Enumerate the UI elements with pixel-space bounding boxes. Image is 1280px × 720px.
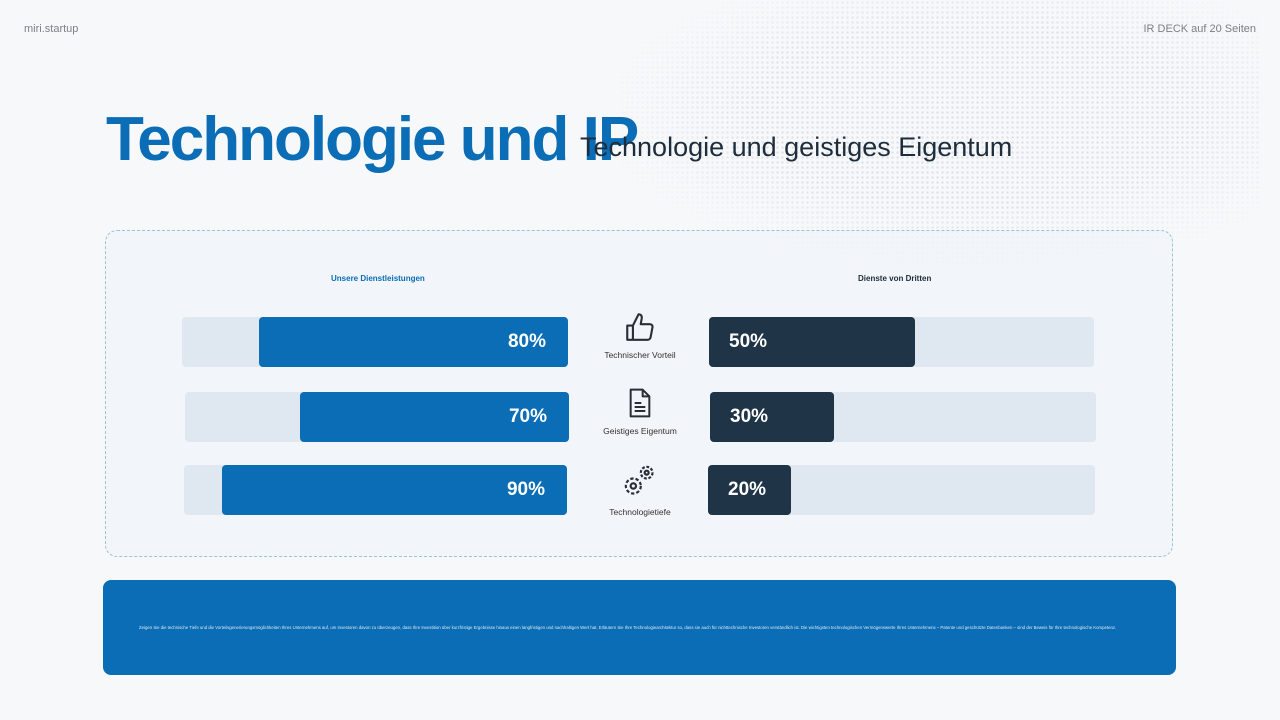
our-services-bar: 80% [259,317,568,367]
third-party-bar-track: 30% [710,392,1096,442]
row-label-geistiges-eigentum: Geistiges Eigentum [590,386,690,436]
document-icon [629,388,651,418]
gears-icon [624,465,654,495]
left-column-header: Unsere Dienstleistungen [331,274,425,283]
page-subtitle: Technologie und geistiges Eigentum [580,132,1013,162]
third-party-bar: 50% [709,317,915,367]
third-party-value: 50% [729,331,768,352]
third-party-bar-track: 50% [709,317,1094,367]
our-services-bar: 70% [300,392,569,442]
our-services-value: 70% [508,406,547,427]
row-label-technologietiefe: Technologietiefe [590,461,690,517]
thumbs-up-icon [626,313,654,341]
third-party-bar: 20% [708,465,791,515]
footer-description: Zeigen Sie die technische Tiefe und die … [103,580,1176,675]
third-party-bar-track: 20% [708,465,1095,515]
third-party-value: 30% [730,406,769,427]
our-services-bar: 90% [222,465,567,515]
our-services-bar-track: 70% [185,392,569,442]
our-services-value: 90% [506,479,545,500]
deck-info: IR DECK auf 20 Seiten [1143,23,1256,35]
brand-name: miri.startup [24,23,79,35]
our-services-bar-track: 90% [184,465,567,515]
row-label-technischer-vorteil: Technischer Vorteil [590,310,690,360]
third-party-value: 20% [728,479,767,500]
right-column-header: Dienste von Dritten [858,274,932,283]
page-title: Technologie und IP [106,105,639,174]
third-party-bar: 30% [710,392,834,442]
our-services-bar-track: 80% [182,317,568,367]
our-services-value: 80% [507,331,546,352]
